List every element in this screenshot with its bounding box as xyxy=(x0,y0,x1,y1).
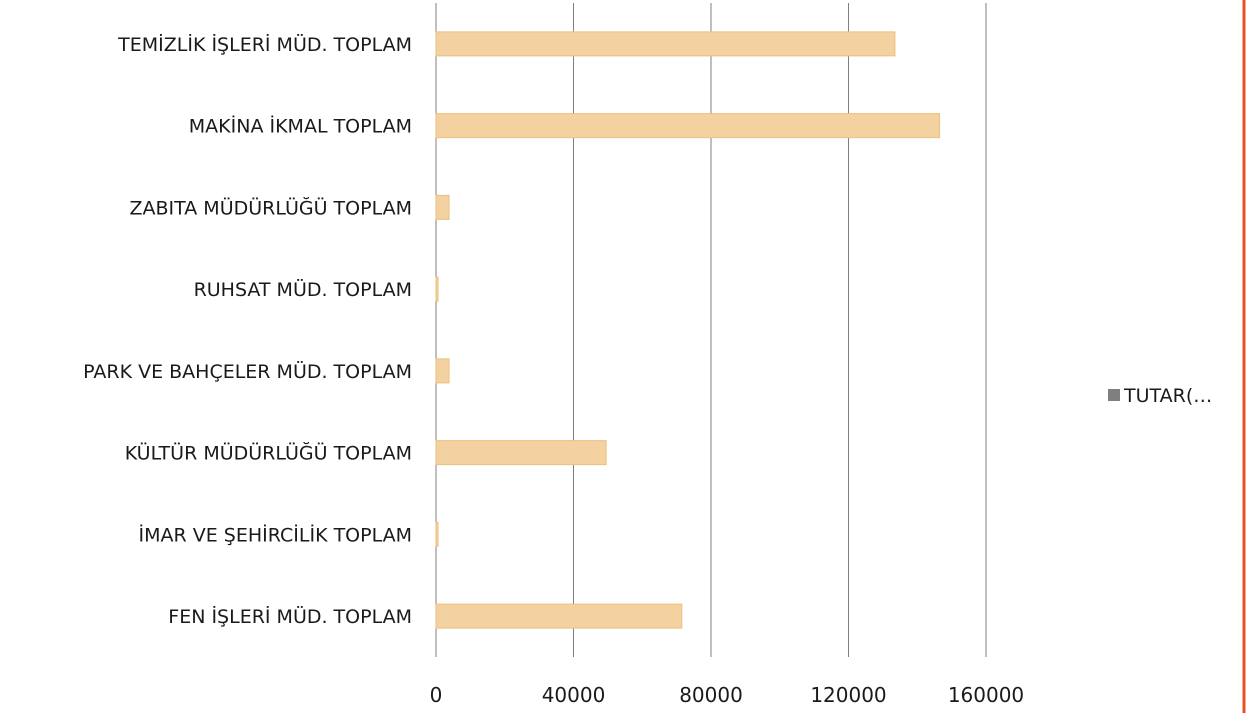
grid-lines xyxy=(435,3,987,657)
bar xyxy=(435,521,439,547)
bars xyxy=(435,31,941,629)
bar xyxy=(435,194,450,220)
category-labels: TEMİZLİK İŞLERİ MÜD. TOPLAM MAKİNA İKMAL … xyxy=(83,33,412,628)
x-tick-label: 80000 xyxy=(679,683,743,707)
legend-label: TUTAR(… xyxy=(1123,385,1212,407)
category-label: İMAR VE ŞEHİRCİLİK TOPLAM xyxy=(139,523,412,546)
x-tick-label: 120000 xyxy=(810,683,886,707)
x-tick-label: 0 xyxy=(430,683,443,707)
bar xyxy=(435,358,450,384)
category-label: ZABITA MÜDÜRLÜĞÜ TOPLAM xyxy=(129,195,412,219)
category-label: RUHSAT MÜD. TOPLAM xyxy=(194,278,412,301)
x-tick-label: 40000 xyxy=(542,683,606,707)
category-label: TEMİZLİK İŞLERİ MÜD. TOPLAM xyxy=(117,33,412,56)
x-tick-label: 160000 xyxy=(948,683,1024,707)
legend: TUTAR(… xyxy=(1108,385,1212,407)
category-label: PARK VE BAHÇELER MÜD. TOPLAM xyxy=(83,360,412,383)
category-label: MAKİNA İKMAL TOPLAM xyxy=(189,115,412,138)
bar xyxy=(435,276,439,302)
bar xyxy=(435,440,607,466)
bar xyxy=(435,31,896,57)
category-label: FEN İŞLERİ MÜD. TOPLAM xyxy=(168,605,412,628)
x-tick-labels: 0 40000 80000 120000 160000 xyxy=(430,683,1025,707)
legend-swatch xyxy=(1108,389,1120,401)
bar xyxy=(435,603,683,629)
category-label: KÜLTÜR MÜDÜRLÜĞÜ TOPLAM xyxy=(125,441,412,465)
bar xyxy=(435,113,941,139)
